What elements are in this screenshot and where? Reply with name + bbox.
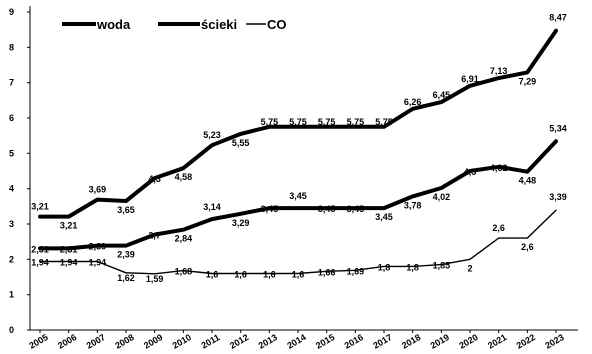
data-label: 3,45 [261,204,279,214]
data-label: 2,39 [117,250,135,260]
data-label: 4,02 [433,192,451,202]
series-line-scieki [38,139,558,251]
data-label: 2,39 [89,242,107,252]
y-tick-label: 3 [9,219,14,229]
data-label: 1,6 [206,269,219,279]
data-label: 3,21 [60,221,78,231]
data-label: 6,45 [433,90,451,100]
x-tick-label: 2010 [171,332,193,351]
legend-label: woda [96,17,131,32]
y-tick-label: 0 [9,325,14,335]
data-label: 2,6 [521,242,534,252]
legend-label: CO [267,17,287,32]
data-label: 1,94 [89,257,107,267]
data-label: 4,48 [519,176,537,186]
data-label: 3,65 [117,205,135,215]
data-label: 3,21 [31,202,49,212]
data-label: 1,68 [175,267,193,277]
series-line-co [39,209,557,275]
data-label: 5,75 [289,117,307,127]
x-tick-label: 2014 [285,332,307,351]
data-label: 3,45 [375,212,393,222]
data-label: 1,94 [31,257,49,267]
data-label: 4,5 [464,167,477,177]
data-label: 7,13 [490,66,508,76]
data-label: 7,29 [519,76,537,86]
x-tick-label: 2021 [486,332,508,351]
x-tick-label: 2018 [400,332,422,351]
x-tick-label: 2016 [343,332,365,351]
data-label: 1,69 [347,266,365,276]
data-label: 2,7 [148,231,161,241]
data-label: 3,29 [232,218,250,228]
data-label: 1,6 [234,269,247,279]
data-label: 1,8 [378,262,391,272]
data-label: 5,23 [203,130,221,140]
x-tick-label: 2019 [429,332,451,351]
data-label: 1,66 [318,267,336,277]
data-label: 1,62 [117,273,135,283]
x-tick-label: 2017 [371,332,393,351]
data-label: 1,59 [146,274,164,284]
data-label: 3,45 [347,204,365,214]
data-label: 2,31 [60,244,78,254]
x-tick-label: 2015 [314,332,336,351]
data-label: 5,75 [347,117,365,127]
y-tick-label: 4 [9,184,14,194]
data-label: 3,14 [203,202,221,212]
data-label: 6,26 [404,97,422,107]
data-label: 6,91 [461,74,479,84]
data-label: 3,39 [549,192,567,202]
data-label: 5,55 [232,138,250,148]
data-label: 1,6 [292,269,305,279]
data-label: 1,85 [433,261,451,271]
data-label: 1,8 [406,262,419,272]
y-tick-label: 8 [9,42,14,52]
y-tick-label: 9 [9,7,14,17]
data-label: 4,62 [490,163,508,173]
data-label: 1,6 [263,269,276,279]
data-label: 3,45 [289,191,307,201]
x-tick-label: 2022 [515,332,537,351]
data-label: 2,6 [492,223,505,233]
data-label: 5,75 [375,117,393,127]
data-label: 3,45 [318,204,336,214]
data-label: 8,47 [549,13,567,23]
x-tick-label: 2009 [142,332,164,351]
y-tick-label: 6 [9,113,14,123]
data-label: 3,78 [404,200,422,210]
x-tick-label: 2013 [257,332,279,351]
x-tick-label: 2020 [457,332,479,351]
y-tick-label: 1 [9,290,14,300]
data-label: 1,94 [60,257,78,267]
x-tick-label: 2005 [27,332,49,351]
data-label: 2 [467,263,472,273]
data-label: 5,75 [261,117,279,127]
series-line-woda [38,28,558,219]
y-tick-label: 7 [9,78,14,88]
x-tick-label: 2008 [113,332,135,351]
x-tick-label: 2023 [543,332,565,351]
data-label: 4,58 [175,172,193,182]
x-tick-label: 2011 [200,332,222,350]
data-label: 5,34 [549,123,567,133]
data-label: 5,75 [318,117,336,127]
y-tick-label: 5 [9,148,14,158]
data-label: 3,69 [89,185,107,195]
x-tick-label: 2007 [85,332,107,351]
x-tick-label: 2012 [228,332,250,351]
data-label: 4,3 [148,174,161,184]
y-tick-label: 2 [9,254,14,264]
x-tick-label: 2006 [56,332,78,351]
data-label: 2,84 [175,234,193,244]
data-label: 2,31 [31,244,49,254]
legend-label: ścieki [201,17,237,32]
